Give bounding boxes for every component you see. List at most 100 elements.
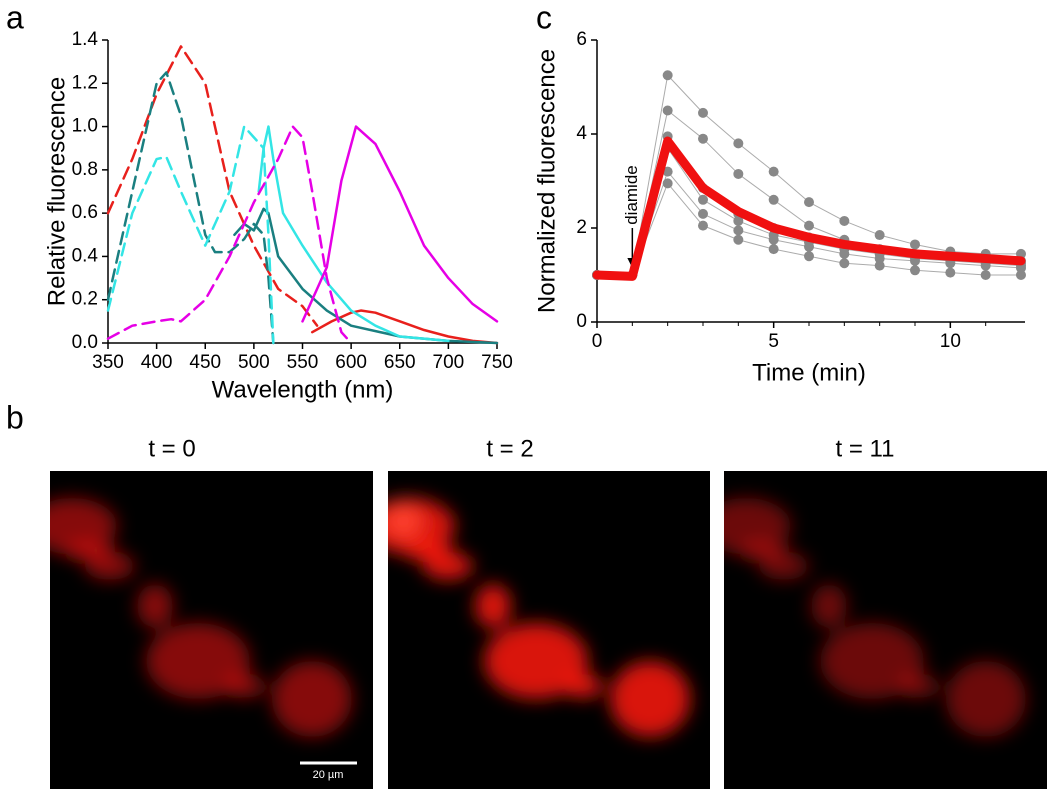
cell <box>403 541 453 561</box>
y-tick-label: 0.0 <box>72 332 98 353</box>
data-point <box>698 208 708 219</box>
data-point <box>733 138 744 149</box>
y-tick-label: 0.2 <box>72 289 98 310</box>
data-point <box>980 270 991 280</box>
x-tick-label: 10 <box>940 331 961 352</box>
data-point <box>768 194 779 205</box>
micrographs <box>50 471 1047 789</box>
cell <box>225 674 265 698</box>
panel-label: b <box>6 399 24 435</box>
data-point <box>698 220 708 231</box>
data-point <box>662 178 673 189</box>
cells <box>388 498 690 737</box>
cell <box>137 584 173 628</box>
data-point <box>910 239 920 250</box>
y-tick-label: 2 <box>576 217 587 238</box>
scale-bar-label: 20 µm <box>313 769 344 781</box>
data-point <box>804 220 814 231</box>
series-line <box>301 125 499 323</box>
data-point <box>768 234 779 245</box>
cell <box>724 498 791 554</box>
cell <box>610 661 690 737</box>
data-point <box>733 225 744 236</box>
data-point <box>733 215 744 226</box>
data-point <box>698 194 708 205</box>
series-line <box>106 125 353 345</box>
y-tick-label: 6 <box>576 29 587 50</box>
x-tick-label: 650 <box>384 352 416 373</box>
data-point <box>874 253 885 264</box>
y-axis-label: Relative fluorescence <box>43 77 70 306</box>
y-tick-label: 0.8 <box>72 159 98 180</box>
y-tick-label: 4 <box>576 123 587 144</box>
data-point <box>874 230 885 241</box>
y-tick-label: 0.4 <box>72 245 99 266</box>
y-axis-label: Normalized fluorescence <box>533 49 560 313</box>
annotation: diamide <box>622 165 641 225</box>
x-tick-label: 450 <box>189 352 221 373</box>
data-point <box>698 133 708 144</box>
x-tick-label: 700 <box>433 352 465 373</box>
x-tick-label: 550 <box>287 352 319 373</box>
panel-label: c <box>536 0 552 35</box>
data-point <box>1016 270 1026 280</box>
image-label: t = 11 <box>836 435 895 462</box>
data-point <box>804 241 814 252</box>
cell <box>739 541 789 561</box>
x-tick-label: 500 <box>238 352 270 373</box>
cell <box>946 661 1026 737</box>
data-point <box>1016 262 1026 273</box>
data-point <box>804 197 814 208</box>
series-line <box>257 125 450 343</box>
cell <box>899 674 939 698</box>
series-line <box>106 71 275 345</box>
image-label: t = 0 <box>148 435 195 462</box>
data-point <box>768 166 779 177</box>
chart: 0 5 10 0 2 4 6 Time (min) Normalized fluorescenc… <box>533 29 1026 386</box>
y-tick-label: 1.0 <box>72 116 98 137</box>
cell <box>146 623 250 699</box>
cell <box>811 584 847 628</box>
cells <box>724 498 1026 737</box>
x-tick-label: 400 <box>141 352 173 373</box>
data-point <box>662 105 673 116</box>
data-point <box>839 258 850 269</box>
image-label: t = 2 <box>486 435 533 462</box>
x-axis-label: Time (min) <box>752 359 866 386</box>
data-point <box>910 265 920 276</box>
x-tick-label: 350 <box>92 352 124 373</box>
x-tick-label: 600 <box>335 352 367 373</box>
data-point <box>662 70 673 81</box>
data-point <box>804 251 814 262</box>
y-tick-label: 0.6 <box>72 202 98 223</box>
x-tick-label: 0 <box>592 331 603 352</box>
series-line <box>233 207 499 345</box>
series-line <box>592 136 1026 281</box>
series-line <box>106 45 319 327</box>
data-point <box>839 248 850 259</box>
y-tick-label: 0 <box>576 311 587 332</box>
data-point <box>839 215 850 226</box>
y-tick-label: 1.4 <box>72 29 99 50</box>
cells <box>50 498 352 737</box>
cell <box>475 584 511 628</box>
panel-label: a <box>6 0 24 35</box>
data-point <box>733 234 744 245</box>
x-tick-label: 5 <box>768 331 779 352</box>
data-point <box>733 168 744 179</box>
cell <box>563 674 603 698</box>
data-point <box>662 166 673 177</box>
cell <box>388 503 423 539</box>
series-line <box>106 125 275 345</box>
cell <box>272 661 352 737</box>
x-axis-label: Wavelength (nm) <box>212 376 394 403</box>
series-line <box>310 309 499 345</box>
cell <box>484 623 588 699</box>
y-tick-label: 1.2 <box>72 72 98 93</box>
cell <box>65 541 115 561</box>
data-point <box>698 107 708 118</box>
data-point <box>768 244 779 255</box>
data-point <box>945 267 956 278</box>
cell <box>820 623 924 699</box>
